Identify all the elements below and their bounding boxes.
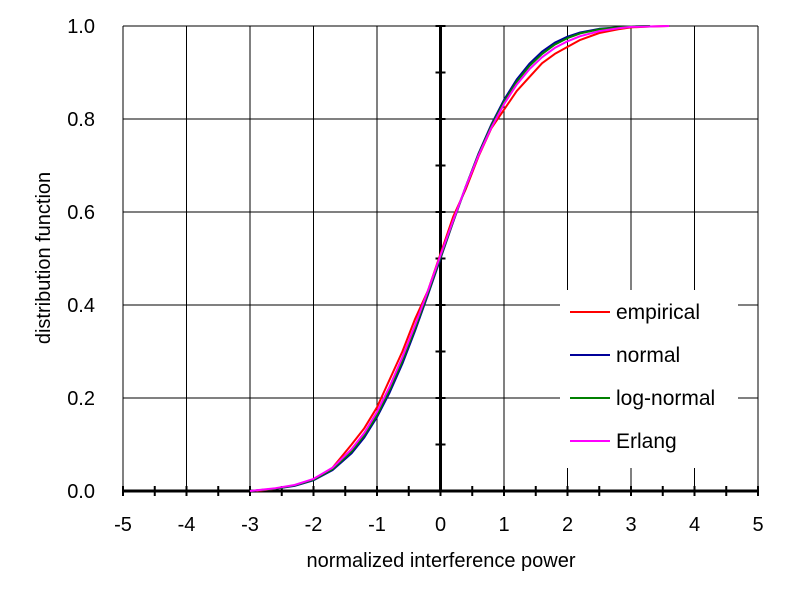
legend-label-empirical: empirical [616, 301, 700, 324]
series-line-erlang [249, 25, 670, 492]
x-tick-label: 2 [562, 514, 573, 536]
x-tick-label: 0 [435, 514, 446, 536]
legend-label-normal: normal [616, 344, 680, 367]
x-tick-label: -5 [114, 514, 132, 536]
x-tick-label: 3 [625, 514, 636, 536]
x-tick-label: 5 [752, 514, 763, 536]
series-lines [249, 25, 670, 492]
x-axis-title: normalized interference power [306, 550, 575, 572]
y-tick-label: 1.0 [67, 16, 95, 38]
y-tick-label: 0.2 [67, 388, 95, 410]
x-tick-label: -1 [368, 514, 386, 536]
x-tick-label: -4 [178, 514, 196, 536]
x-tick-label: 1 [498, 514, 509, 536]
legend-label-log-normal: log-normal [616, 387, 715, 410]
legend-box [560, 290, 738, 468]
legend-label-erlang: Erlang [616, 430, 677, 453]
x-tick-labels: -5 -4 -3 -2 -1 0 1 2 3 4 5 [114, 514, 763, 536]
y-tick-label: 0.8 [67, 109, 95, 131]
x-tick-label: -3 [241, 514, 259, 536]
legend: empirical normal log-normal Erlang [560, 290, 738, 468]
x-tick-label: -2 [305, 514, 323, 536]
x-tick-label: 4 [689, 514, 700, 536]
y-axis-title: distribution function [33, 172, 55, 344]
y-tick-labels: 0.0 0.2 0.4 0.6 0.8 1.0 [67, 16, 95, 503]
y-tick-label: 0.6 [67, 202, 95, 224]
y-tick-label: 0.4 [67, 295, 95, 317]
y-tick-label: 0.0 [67, 481, 95, 503]
